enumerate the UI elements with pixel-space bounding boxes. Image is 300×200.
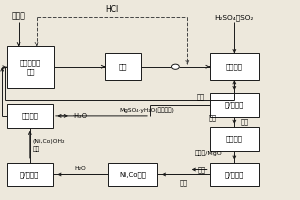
Text: 氧化: 氧化: [119, 63, 128, 70]
Text: 除去杂质: 除去杂质: [226, 135, 243, 142]
Text: 固/液分离: 固/液分离: [20, 171, 40, 178]
FancyBboxPatch shape: [105, 53, 141, 80]
Text: HCl: HCl: [105, 5, 119, 14]
Text: 固体: 固体: [197, 93, 205, 100]
Text: 层泥土/MgO: 层泥土/MgO: [195, 151, 222, 156]
Text: H₂O: H₂O: [75, 166, 86, 171]
Text: 固/液分离: 固/液分离: [225, 102, 244, 108]
Text: ·H₂O: ·H₂O: [72, 113, 87, 119]
Text: H₂SO₄或SO₂: H₂SO₄或SO₂: [215, 14, 254, 21]
Text: 固/液分离: 固/液分离: [225, 171, 244, 178]
Text: 蒸发结晶: 蒸发结晶: [21, 113, 38, 119]
Text: 产物: 产物: [33, 146, 40, 152]
Text: 固体: 固体: [208, 115, 216, 121]
FancyBboxPatch shape: [210, 163, 259, 186]
FancyBboxPatch shape: [7, 163, 53, 186]
Text: 溶液: 溶液: [180, 179, 188, 186]
Text: 常压氯化物
浸取: 常压氯化物 浸取: [20, 60, 41, 75]
Text: 沉淀结晶: 沉淀结晶: [226, 63, 243, 70]
Circle shape: [172, 64, 179, 69]
FancyBboxPatch shape: [7, 104, 53, 128]
FancyBboxPatch shape: [7, 46, 54, 88]
FancyBboxPatch shape: [210, 127, 259, 151]
Text: (Ni,Co)OH₂: (Ni,Co)OH₂: [33, 139, 65, 144]
Text: Ni,Co回收: Ni,Co回收: [119, 171, 146, 178]
FancyBboxPatch shape: [210, 93, 259, 117]
FancyBboxPatch shape: [210, 53, 259, 80]
Text: 红土矿: 红土矿: [12, 12, 26, 21]
Text: 溶液: 溶液: [240, 119, 248, 125]
FancyBboxPatch shape: [108, 163, 158, 186]
Text: 尾渣: 尾渣: [197, 166, 205, 173]
Text: MgSO₄·yH₂O(至热分解): MgSO₄·yH₂O(至热分解): [120, 108, 175, 113]
